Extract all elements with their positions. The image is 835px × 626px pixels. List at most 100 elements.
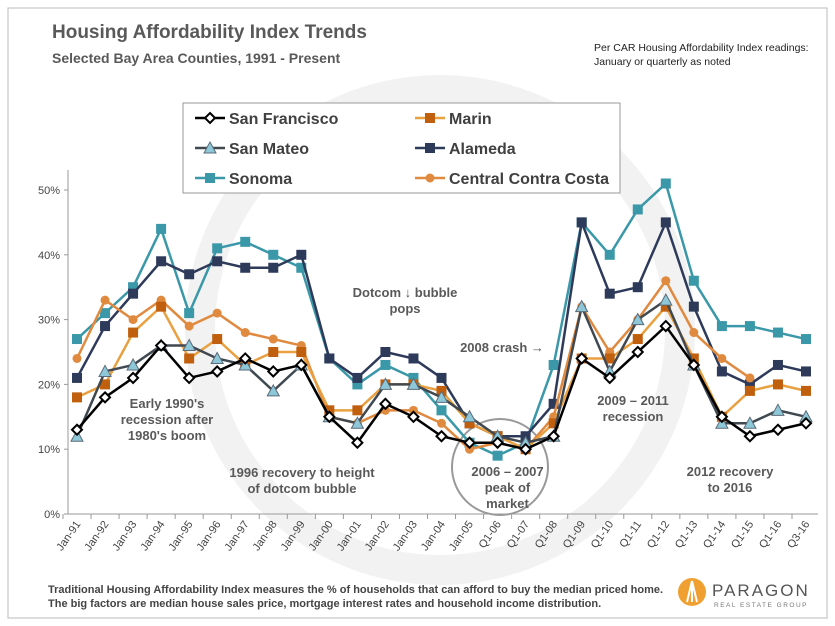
legend-label: San Francisco (229, 111, 339, 128)
x-tick-label: Jan-98 (251, 519, 280, 553)
data-point (632, 204, 643, 215)
data-point (465, 444, 475, 454)
data-point (128, 315, 138, 325)
data-point (350, 436, 364, 450)
annotation-recession: 2009 – 2011 recession (597, 393, 669, 424)
annotation-crash08: 2008 crash → (460, 340, 544, 355)
data-point (717, 353, 727, 363)
data-point (437, 418, 446, 428)
x-tick-label: Jan-04 (419, 519, 448, 553)
frame (7, 7, 828, 619)
legend: San Francisco Marin San Mateo Alameda Sonoma… (182, 102, 621, 194)
data-point (350, 416, 365, 429)
data-point (212, 308, 222, 318)
data-point (324, 353, 335, 364)
data-point (771, 423, 785, 437)
data-point (661, 276, 671, 286)
data-point (801, 385, 811, 396)
x-tick-label: Jan-03 (391, 519, 420, 553)
legend-label: Central Contra Costa (449, 171, 609, 188)
data-point (268, 262, 279, 273)
data-point (156, 301, 167, 312)
data-point (128, 282, 139, 293)
data-point (126, 357, 140, 371)
data-point (378, 377, 393, 390)
data-point (268, 347, 279, 357)
data-point (716, 366, 727, 377)
data-point (70, 423, 84, 437)
legend-item: Marin (415, 111, 492, 128)
x-tick-label: Jan-97 (223, 519, 252, 553)
x-tick-label: Q3-16 (785, 519, 812, 551)
data-point (660, 301, 671, 312)
data-point (182, 338, 196, 352)
data-point (689, 328, 699, 338)
data-point (548, 359, 559, 370)
data-point (548, 418, 559, 429)
data-point (434, 390, 449, 403)
legend-label: Alameda (449, 141, 516, 158)
data-point (632, 334, 643, 345)
data-point (203, 111, 217, 125)
data-point (268, 334, 278, 344)
data-point (604, 353, 615, 364)
data-point (352, 372, 363, 383)
data-point (743, 416, 757, 429)
data-point (100, 321, 111, 332)
data-point (548, 398, 559, 409)
data-point (687, 358, 701, 372)
data-point (266, 383, 281, 397)
data-point (492, 450, 503, 461)
data-point (184, 308, 195, 319)
data-point (547, 429, 561, 443)
data-point (799, 416, 813, 430)
data-point (126, 371, 140, 385)
y-tick-label: 20% (38, 379, 60, 391)
data-point (604, 288, 615, 299)
data-point (406, 377, 421, 390)
data-point (772, 327, 783, 338)
y-tick-label: 10% (38, 444, 60, 456)
legend-label: Sonoma (229, 171, 292, 188)
x-tick-label: Q1-11 (617, 519, 644, 550)
data-point (212, 256, 223, 267)
data-point (436, 372, 447, 383)
data-point (98, 390, 112, 404)
data-point (352, 405, 363, 416)
data-point (128, 327, 139, 338)
data-point (771, 403, 785, 416)
data-point (631, 345, 645, 359)
data-point (100, 308, 111, 319)
svg-text:REAL ESTATE GROUP: REAL ESTATE GROUP (714, 602, 808, 609)
data-point (576, 217, 587, 228)
y-tick-label: 30% (38, 315, 60, 327)
annotation-peak: 2006 – 2007 peak of market (471, 464, 544, 511)
data-point (72, 353, 82, 363)
data-point (574, 299, 589, 313)
legend-item: Central Contra Costa (415, 171, 609, 188)
legend-item: San Francisco (195, 111, 339, 128)
series-san-francisco (70, 319, 813, 456)
data-point (72, 392, 82, 403)
data-point (184, 269, 195, 280)
data-point (352, 379, 363, 390)
data-point (240, 262, 251, 273)
legend-item: Sonoma (195, 171, 292, 188)
data-point (745, 373, 755, 383)
data-point (240, 236, 251, 247)
data-point (238, 352, 252, 365)
data-point (408, 353, 419, 364)
data-point (156, 223, 167, 234)
series-san-mateo (70, 293, 813, 449)
data-point (296, 347, 307, 357)
legend-item: San Mateo (195, 140, 309, 158)
x-tick-label: Q1-16 (757, 519, 784, 551)
data-point (425, 113, 435, 123)
data-point (72, 372, 82, 383)
data-point (322, 410, 336, 424)
legend-label: San Mateo (229, 141, 309, 158)
data-point (575, 352, 589, 365)
data-point (744, 379, 755, 390)
data-point (519, 442, 533, 456)
